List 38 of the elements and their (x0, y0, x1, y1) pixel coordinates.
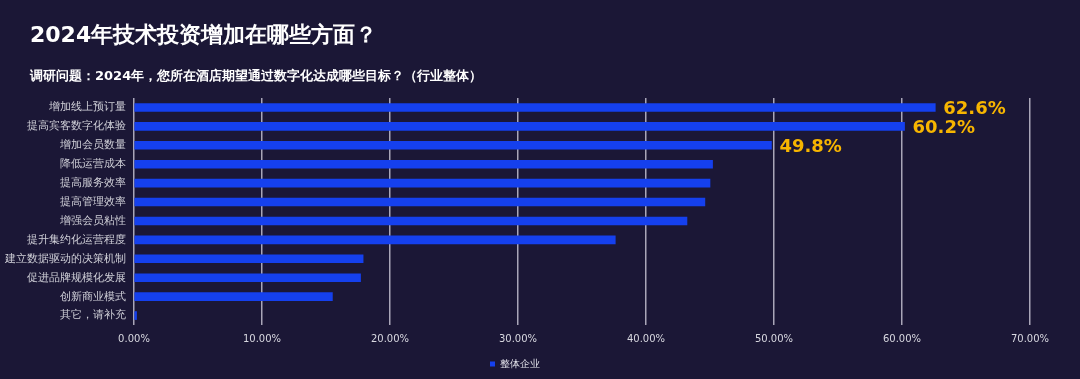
x-tick-label: 70.00% (1010, 332, 1050, 344)
y-tick-label: 建立数据驱动的决策机制 (4, 251, 126, 264)
x-tick-label: 20.00% (370, 332, 410, 344)
data-label: 62.6% (943, 97, 1006, 119)
y-tick-label: 创新商业模式 (60, 289, 126, 302)
y-tick-label: 增强会员粘性 (59, 213, 126, 226)
bar (134, 159, 713, 169)
data-label: 60.2% (912, 116, 976, 138)
x-tick-label: 30.00% (498, 332, 538, 344)
bar (134, 197, 706, 207)
bar (134, 122, 905, 131)
x-tick-label: 50.00% (754, 332, 794, 344)
y-tick-label: 提升集约化运营程度 (27, 232, 126, 245)
bar (134, 235, 616, 245)
bar (134, 178, 711, 188)
bar (134, 140, 772, 150)
bar (134, 103, 936, 112)
y-tick-label: 促进品牌规模化发展 (27, 270, 126, 283)
data-label: 49.8% (779, 134, 842, 156)
y-tick-label: 其它，请补充 (60, 308, 126, 321)
legend-label: 整体企业 (500, 357, 540, 369)
x-tick-label: 0.00% (118, 332, 150, 344)
bar (134, 216, 688, 226)
bar (134, 273, 361, 283)
bar (134, 311, 137, 320)
y-tick-label: 提高宾客数字化体验 (27, 119, 126, 132)
bar (134, 254, 364, 264)
x-tick-label: 40.00% (626, 332, 666, 344)
chart-subtitle: 调研问题：2024年，您所在酒店期望通过数字化达成哪些目标？（行业整体） (30, 67, 483, 85)
chart-title: 2024年技术投资增加在哪些方面？ (30, 21, 378, 49)
x-tick-label: 60.00% (882, 332, 922, 344)
y-tick-label: 提高服务效率 (60, 176, 126, 189)
y-tick-label: 提高管理效率 (60, 194, 126, 207)
y-tick-label: 增加线上预订量 (48, 100, 126, 113)
x-tick-label: 10.00% (242, 332, 282, 344)
y-tick-label: 增加会员数量 (59, 138, 126, 151)
y-tick-label: 降低运营成本 (60, 157, 126, 170)
bar (134, 292, 333, 301)
